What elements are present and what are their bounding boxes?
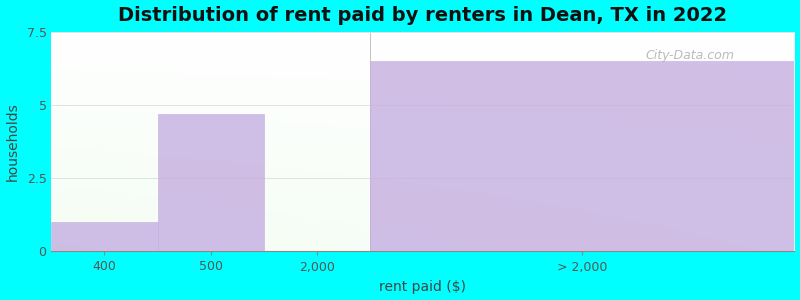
Bar xyxy=(370,61,794,251)
Bar xyxy=(51,222,158,251)
Text: City-Data.com: City-Data.com xyxy=(646,49,734,62)
X-axis label: rent paid ($): rent paid ($) xyxy=(379,280,466,294)
Bar xyxy=(158,114,264,251)
Title: Distribution of rent paid by renters in Dean, TX in 2022: Distribution of rent paid by renters in … xyxy=(118,6,727,25)
Y-axis label: households: households xyxy=(6,102,19,181)
